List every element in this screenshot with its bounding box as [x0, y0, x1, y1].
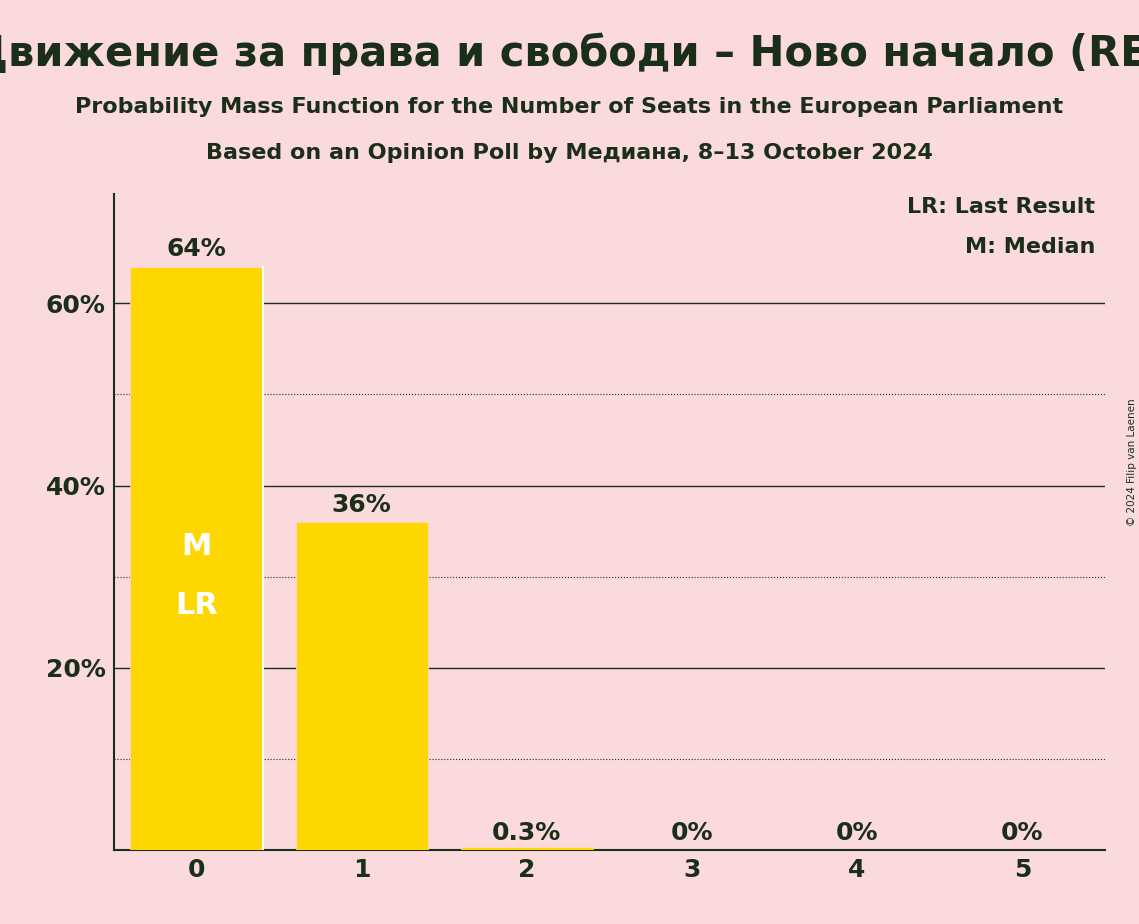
Bar [296, 522, 427, 850]
Text: 64%: 64% [166, 237, 227, 261]
Text: LR: Last Result: LR: Last Result [907, 198, 1095, 217]
Text: M: Median: M: Median [965, 237, 1095, 257]
Bar [460, 847, 593, 850]
Text: 0.3%: 0.3% [492, 821, 562, 845]
Text: 0%: 0% [671, 821, 713, 845]
Bar [130, 267, 262, 850]
Text: Based on an Opinion Poll by Медиана, 8–13 October 2024: Based on an Opinion Poll by Медиана, 8–1… [206, 143, 933, 164]
Text: 0%: 0% [836, 821, 878, 845]
Text: Probability Mass Function for the Number of Seats in the European Parliament: Probability Mass Function for the Number… [75, 97, 1064, 117]
Text: M: M [181, 532, 212, 562]
Text: LR: LR [175, 590, 218, 620]
Text: Движение за права и свободи – Ново начало (RE): Движение за права и свободи – Ново начал… [0, 32, 1139, 75]
Text: 36%: 36% [331, 492, 392, 517]
Text: 0%: 0% [1001, 821, 1043, 845]
Text: © 2024 Filip van Laenen: © 2024 Filip van Laenen [1126, 398, 1137, 526]
